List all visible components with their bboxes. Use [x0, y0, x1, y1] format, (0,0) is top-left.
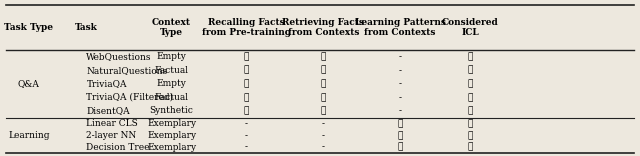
Text: -: - [399, 93, 401, 102]
Text: Considered
ICL: Considered ICL [442, 18, 499, 37]
Text: ✓: ✓ [321, 93, 326, 102]
Text: Empty: Empty [157, 52, 186, 61]
Text: -: - [399, 52, 401, 61]
Text: ✓: ✓ [397, 119, 403, 128]
Text: Empty: Empty [157, 79, 186, 88]
Text: Learning: Learning [8, 131, 49, 140]
Text: Factual: Factual [154, 66, 189, 75]
Text: Learning Patterns
from Contexts: Learning Patterns from Contexts [355, 18, 445, 37]
Text: Context
Type: Context Type [152, 18, 191, 37]
Text: Synthetic: Synthetic [150, 107, 193, 115]
Text: ✓: ✓ [244, 52, 249, 61]
Text: ✓: ✓ [468, 143, 473, 151]
Text: TriviaQA (Filtered): TriviaQA (Filtered) [86, 93, 173, 102]
Text: Exemplary: Exemplary [147, 143, 196, 151]
Text: ✓: ✓ [468, 119, 473, 128]
Text: ✓: ✓ [397, 131, 403, 140]
Text: ✓: ✓ [397, 143, 403, 151]
Text: -: - [399, 107, 401, 115]
Text: ✓: ✓ [468, 66, 473, 75]
Text: ✓: ✓ [468, 93, 473, 102]
Text: ✓: ✓ [244, 93, 249, 102]
Text: Recalling Facts
from Pre-training: Recalling Facts from Pre-training [202, 18, 291, 37]
Text: ✓: ✓ [244, 79, 249, 88]
Text: ✓: ✓ [321, 107, 326, 115]
Text: Decision Tree: Decision Tree [86, 143, 150, 151]
Text: DisentQA: DisentQA [86, 107, 130, 115]
Text: -: - [399, 66, 401, 75]
Text: -: - [245, 119, 248, 128]
Text: ✓: ✓ [321, 66, 326, 75]
Text: NaturalQuestions: NaturalQuestions [86, 66, 168, 75]
Text: ✗: ✗ [468, 79, 473, 88]
Text: ✗: ✗ [321, 79, 326, 88]
Text: -: - [245, 143, 248, 151]
Text: -: - [322, 143, 324, 151]
Text: ✓: ✓ [244, 66, 249, 75]
Text: ✓: ✓ [468, 107, 473, 115]
Text: Exemplary: Exemplary [147, 119, 196, 128]
Text: -: - [245, 131, 248, 140]
Text: ✗: ✗ [244, 107, 249, 115]
Text: -: - [322, 119, 324, 128]
Text: Retrieving Facts
from Contexts: Retrieving Facts from Contexts [282, 18, 364, 37]
Text: Task Type: Task Type [4, 23, 53, 32]
Text: ✗: ✗ [321, 52, 326, 61]
Text: ✓: ✓ [468, 131, 473, 140]
Text: ✗: ✗ [468, 52, 473, 61]
Text: 2-layer NN: 2-layer NN [86, 131, 137, 140]
Text: Q&A: Q&A [18, 79, 40, 88]
Text: Linear CLS: Linear CLS [86, 119, 138, 128]
Text: Exemplary: Exemplary [147, 131, 196, 140]
Text: WebQuestions: WebQuestions [86, 52, 152, 61]
Text: TriviaQA: TriviaQA [86, 79, 127, 88]
Text: -: - [322, 131, 324, 140]
Text: Task: Task [75, 23, 98, 32]
Text: -: - [399, 79, 401, 88]
Text: Factual: Factual [154, 93, 189, 102]
